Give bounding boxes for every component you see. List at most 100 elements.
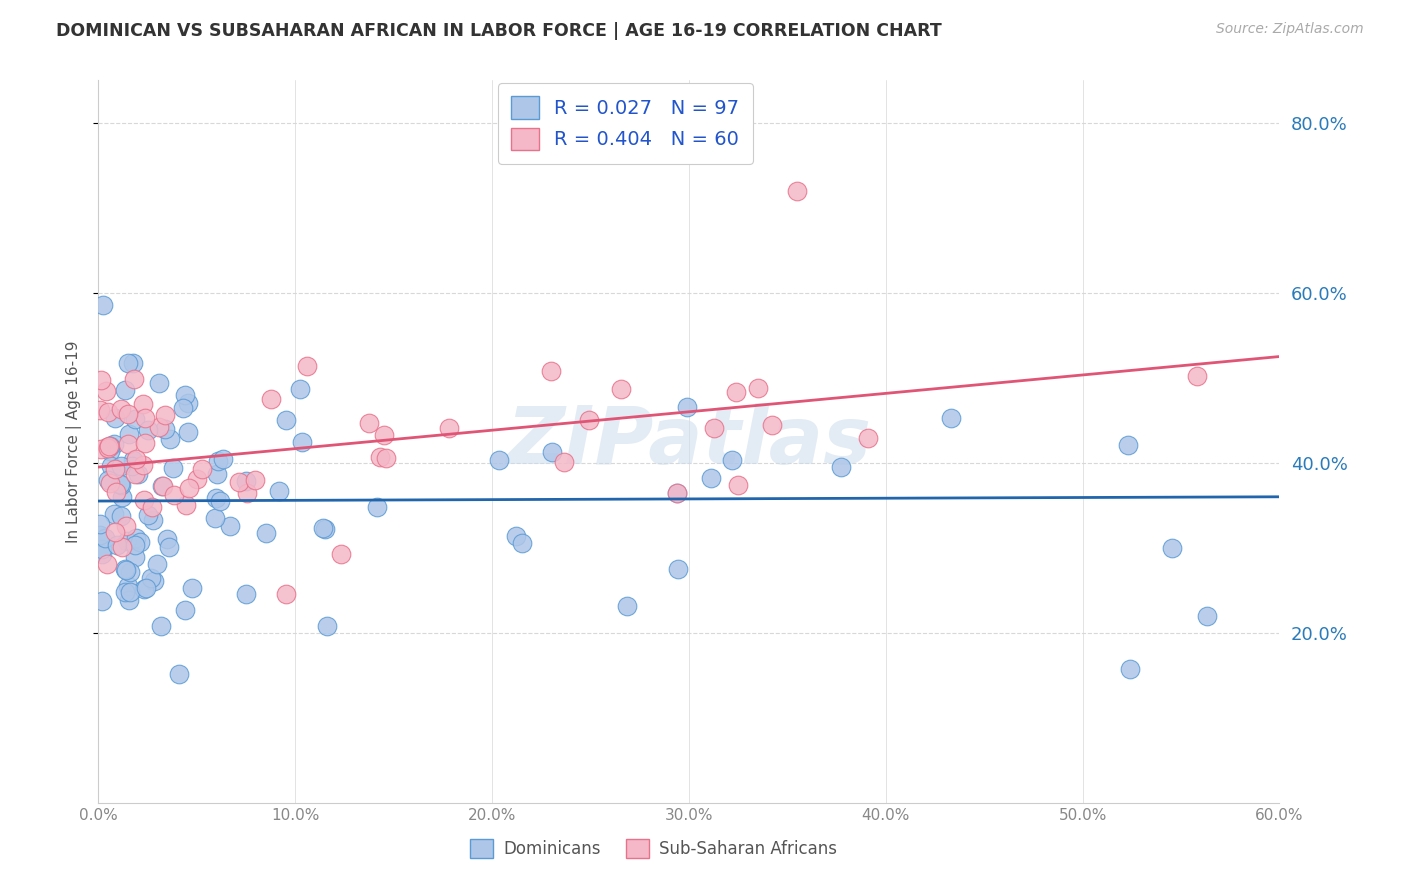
Point: [100, 459, 122, 474]
Point: [110, 540, 132, 554]
Point: [110, 478, 132, 492]
Point: [114, 563, 136, 577]
Point: [205, 491, 228, 506]
Point: [260, 392, 283, 407]
Point: [122, 372, 145, 386]
Point: [172, 401, 194, 415]
Y-axis label: In Labor Force | Age 16-19: In Labor Force | Age 16-19: [66, 340, 83, 543]
Point: [135, 582, 157, 596]
Point: [366, 500, 388, 515]
Point: [98, 439, 121, 453]
Point: [540, 363, 562, 377]
Point: [205, 467, 228, 481]
Point: [235, 587, 257, 601]
Point: [90, 373, 112, 387]
Point: [115, 533, 138, 548]
Point: [761, 417, 783, 432]
Point: [90, 542, 112, 557]
Point: [191, 462, 214, 476]
Text: Source: ZipAtlas.com: Source: ZipAtlas.com: [1216, 22, 1364, 37]
Point: [163, 488, 186, 502]
Point: [747, 381, 769, 395]
Point: [117, 407, 139, 421]
Point: [134, 410, 156, 425]
Point: [375, 450, 398, 465]
Point: [830, 459, 852, 474]
Point: [121, 459, 143, 474]
Point: [108, 476, 131, 491]
Point: [118, 585, 141, 599]
Point: [174, 603, 197, 617]
Point: [1160, 541, 1182, 556]
Text: ZIPatlas: ZIPatlas: [506, 402, 872, 481]
Point: [91, 594, 114, 608]
Point: [114, 561, 136, 575]
Point: [437, 421, 460, 435]
Point: [146, 558, 169, 572]
Point: [117, 579, 139, 593]
Point: [110, 509, 132, 524]
Point: [105, 484, 128, 499]
Point: [132, 493, 155, 508]
Point: [204, 511, 226, 525]
Point: [665, 486, 688, 500]
Point: [127, 467, 149, 481]
Point: [541, 445, 564, 459]
Point: [274, 587, 297, 601]
Point: [939, 411, 962, 425]
Point: [219, 519, 242, 533]
Point: [103, 507, 125, 521]
Point: [209, 493, 232, 508]
Point: [329, 547, 352, 561]
Point: [143, 574, 166, 588]
Point: [121, 355, 143, 369]
Point: [235, 485, 257, 500]
Point: [616, 599, 638, 614]
Point: [131, 458, 153, 472]
Point: [177, 396, 200, 410]
Point: [162, 461, 184, 475]
Point: [104, 524, 127, 539]
Point: [212, 452, 235, 467]
Point: [312, 521, 335, 535]
Point: [181, 581, 204, 595]
Point: [153, 409, 176, 423]
Point: [114, 584, 136, 599]
Point: [152, 479, 174, 493]
Point: [118, 592, 141, 607]
Point: [98, 439, 121, 453]
Point: [89, 527, 111, 541]
Point: [103, 436, 125, 450]
Point: [120, 565, 142, 579]
Point: [117, 437, 139, 451]
Point: [150, 479, 173, 493]
Point: [510, 536, 533, 550]
Point: [125, 531, 148, 545]
Point: [91, 298, 114, 312]
Point: [136, 423, 159, 437]
Point: [177, 425, 200, 440]
Point: [105, 538, 128, 552]
Point: [132, 582, 155, 596]
Point: [159, 432, 181, 446]
Point: [97, 473, 120, 487]
Point: [186, 472, 208, 486]
Point: [89, 517, 111, 532]
Text: DOMINICAN VS SUBSAHARAN AFRICAN IN LABOR FORCE | AGE 16-19 CORRELATION CHART: DOMINICAN VS SUBSAHARAN AFRICAN IN LABOR…: [56, 22, 942, 40]
Point: [142, 513, 165, 527]
Point: [115, 518, 138, 533]
Point: [156, 533, 179, 547]
Point: [132, 397, 155, 411]
Point: [124, 467, 146, 481]
Point: [97, 441, 120, 455]
Point: [235, 474, 257, 488]
Point: [153, 422, 176, 436]
Point: [96, 440, 118, 454]
Point: [94, 384, 117, 399]
Point: [1116, 438, 1139, 452]
Point: [125, 451, 148, 466]
Point: [676, 401, 699, 415]
Point: [149, 619, 172, 633]
Point: [118, 427, 141, 442]
Point: [104, 462, 127, 476]
